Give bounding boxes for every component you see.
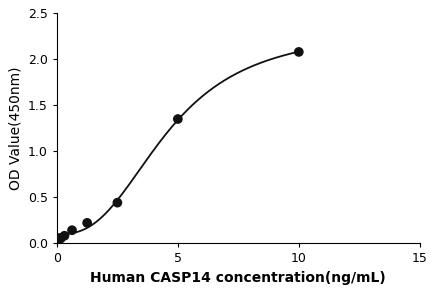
Point: [84, 221, 91, 225]
Point: [174, 117, 181, 121]
Point: [54, 239, 61, 243]
Point: [57, 236, 64, 241]
Y-axis label: OD Value(450nm): OD Value(450nm): [8, 67, 22, 190]
Point: [114, 200, 121, 205]
X-axis label: Human CASP14 concentration(ng/mL): Human CASP14 concentration(ng/mL): [90, 271, 386, 285]
Point: [61, 234, 68, 238]
Point: [295, 50, 302, 54]
Point: [68, 228, 75, 233]
